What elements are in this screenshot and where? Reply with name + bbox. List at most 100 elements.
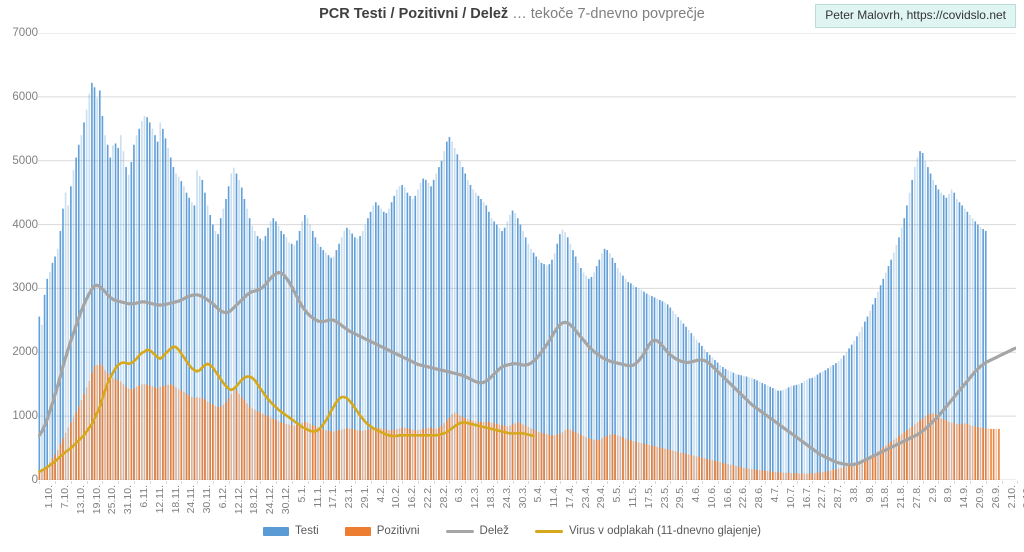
x-axis-tick-label: 2.9.	[926, 485, 939, 503]
x-axis-tick-label: 23.1.	[343, 485, 355, 509]
x-axis-tick-mark	[575, 481, 577, 484]
x-axis-tick-label: 28.6.	[753, 485, 766, 509]
x-axis-tick-mark	[102, 481, 104, 484]
legend-item[interactable]: Virus v odplakah (11-dnevno glajenje)	[534, 525, 761, 537]
x-axis-tick-label: 14.9.	[958, 485, 971, 509]
x-axis-tick-mark	[212, 481, 214, 484]
x-axis-tick-label: 29.5.	[674, 485, 687, 509]
x-axis-tick-label: 5.4.	[532, 485, 545, 503]
x-axis-tick-mark	[512, 481, 514, 484]
x-axis-tick-mark	[465, 481, 467, 484]
x-axis-tick-label: 26.9.	[989, 485, 1002, 509]
x-axis-tick-mark	[291, 481, 293, 484]
x-axis-tick-mark	[181, 481, 183, 484]
x-axis-tick-mark	[638, 481, 640, 484]
attribution-badge[interactable]: Peter Malovrh, https://covidslo.net	[815, 4, 1016, 29]
x-axis-tick-mark	[402, 481, 404, 484]
x-axis-tick-mark	[134, 481, 135, 484]
y-axis-tick-label: 7000	[12, 27, 38, 39]
x-axis-tick-mark	[417, 481, 419, 484]
x-axis-tick-mark	[686, 481, 688, 484]
x-axis-tick-label: 1.10.	[43, 485, 56, 509]
x-axis-tick-label: 4.2.	[374, 485, 387, 503]
bars-testi	[38, 82, 987, 480]
x-axis-tick-label: 29.4.	[595, 485, 608, 509]
x-axis-tick-mark	[481, 481, 482, 484]
page-title-strong: PCR Testi / Pozitivni / Delež	[319, 6, 509, 22]
x-axis-tick-label: 5.1.	[295, 485, 308, 503]
x-axis-tick-mark	[796, 481, 798, 484]
x-axis-tick-mark	[985, 481, 987, 484]
legend-item[interactable]: Testi	[263, 525, 319, 537]
y-axis-tick-label: 6000	[12, 90, 38, 103]
x-axis-tick-label: 12.11.	[153, 485, 166, 514]
x-axis-tick-label: 29.1.	[358, 485, 371, 509]
x-axis-tick-mark	[623, 481, 624, 484]
x-axis-tick-mark	[386, 481, 388, 484]
x-axis-tick-mark	[1001, 481, 1003, 484]
x-axis-tick-label: 25.10.	[106, 485, 119, 515]
y-axis-tick-label: 5000	[12, 154, 38, 167]
x-axis-tick-label: 16.7.	[800, 485, 813, 509]
x-axis-tick-label: 11.1.	[311, 485, 324, 508]
legend-item[interactable]: Pozitivni	[344, 525, 420, 537]
x-axis-tick-label: 10.6.	[705, 485, 718, 509]
x-axis-tick-label: 22.6.	[737, 485, 750, 509]
legend-line-swatch	[445, 529, 474, 533]
legend-item-label: Pozitivni	[376, 525, 420, 537]
legend-item-label: Delež	[479, 525, 509, 537]
x-axis-tick-label: 28.7.	[832, 485, 844, 509]
x-axis-tick-mark	[938, 481, 940, 484]
x-axis-tick-label: 28.2.	[437, 485, 450, 509]
x-axis-tick-mark	[370, 481, 372, 484]
y-axis-tick-label: 3000	[12, 282, 38, 295]
x-axis-tick-label: 18.12.	[248, 485, 261, 515]
x-axis-tick-mark	[39, 481, 41, 484]
x-axis-tick-mark	[55, 481, 57, 484]
x-axis-tick-mark	[496, 481, 498, 484]
x-axis-tick-mark	[749, 481, 751, 484]
x-axis-tick-mark	[607, 481, 609, 484]
x-axis-tick-label: 31.10.	[122, 485, 135, 515]
line-virus-v-odplakah	[38, 345, 535, 474]
x-axis-tick-label: 6.3.	[453, 485, 466, 503]
x-axis-tick-label: 20.9.	[974, 485, 986, 509]
y-axis-tick-label: 0	[31, 474, 38, 486]
x-axis-tick-mark	[591, 481, 593, 484]
bars-pozitivni	[38, 363, 1000, 480]
x-axis-tick-mark	[165, 481, 167, 484]
x-axis-tick-mark	[118, 481, 120, 484]
x-axis-tick-mark	[733, 481, 735, 484]
x-axis-tick-label: 30.12.	[279, 485, 292, 515]
x-axis-tick-label: 27.8.	[910, 485, 923, 509]
x-axis-tick-mark	[828, 481, 829, 484]
x-axis-tick-mark	[1017, 481, 1019, 484]
x-axis-tick-label: 15.8.	[879, 485, 892, 509]
x-axis-tick-label: 17.1.	[327, 485, 340, 509]
x-axis-tick-label: 5.5.	[611, 485, 624, 503]
x-axis-tick-label: 30.11.	[201, 485, 214, 514]
x-axis-tick-label: 23.4.	[579, 485, 592, 509]
x-axis-tick-label: 7.10.	[59, 485, 72, 509]
legend-item[interactable]: Delež	[445, 525, 509, 537]
x-axis-tick-mark	[764, 481, 766, 484]
y-axis: 0 1000 2000 3000 4000 5000 6000 7000	[0, 27, 38, 486]
legend-bar-swatch	[344, 526, 371, 536]
x-axis-tick-label: 13.10.	[74, 485, 87, 515]
x-axis-tick-mark	[339, 481, 340, 484]
x-axis-tick-mark	[670, 481, 672, 484]
x-axis-tick-mark	[354, 481, 356, 484]
x-axis-tick-label: 9.8.	[863, 485, 876, 503]
x-axis-tick-label: 12.12.	[232, 485, 245, 515]
x-axis-tick-label: 11.5.	[627, 485, 639, 508]
chart-legend: Testi Pozitivni Delež Virus v odplakah (11-…	[0, 525, 1024, 537]
x-axis-tick-label: 16.2.	[406, 485, 419, 509]
y-axis-tick-label: 2000	[12, 346, 38, 359]
x-axis-tick-label: 21.8.	[895, 485, 908, 509]
x-axis-tick-label: 24.12.	[264, 485, 277, 515]
x-axis-tick-mark	[275, 481, 277, 484]
x-axis-tick-mark	[812, 481, 814, 484]
x-axis-tick-mark	[701, 481, 703, 484]
x-axis-tick-mark	[843, 481, 845, 484]
